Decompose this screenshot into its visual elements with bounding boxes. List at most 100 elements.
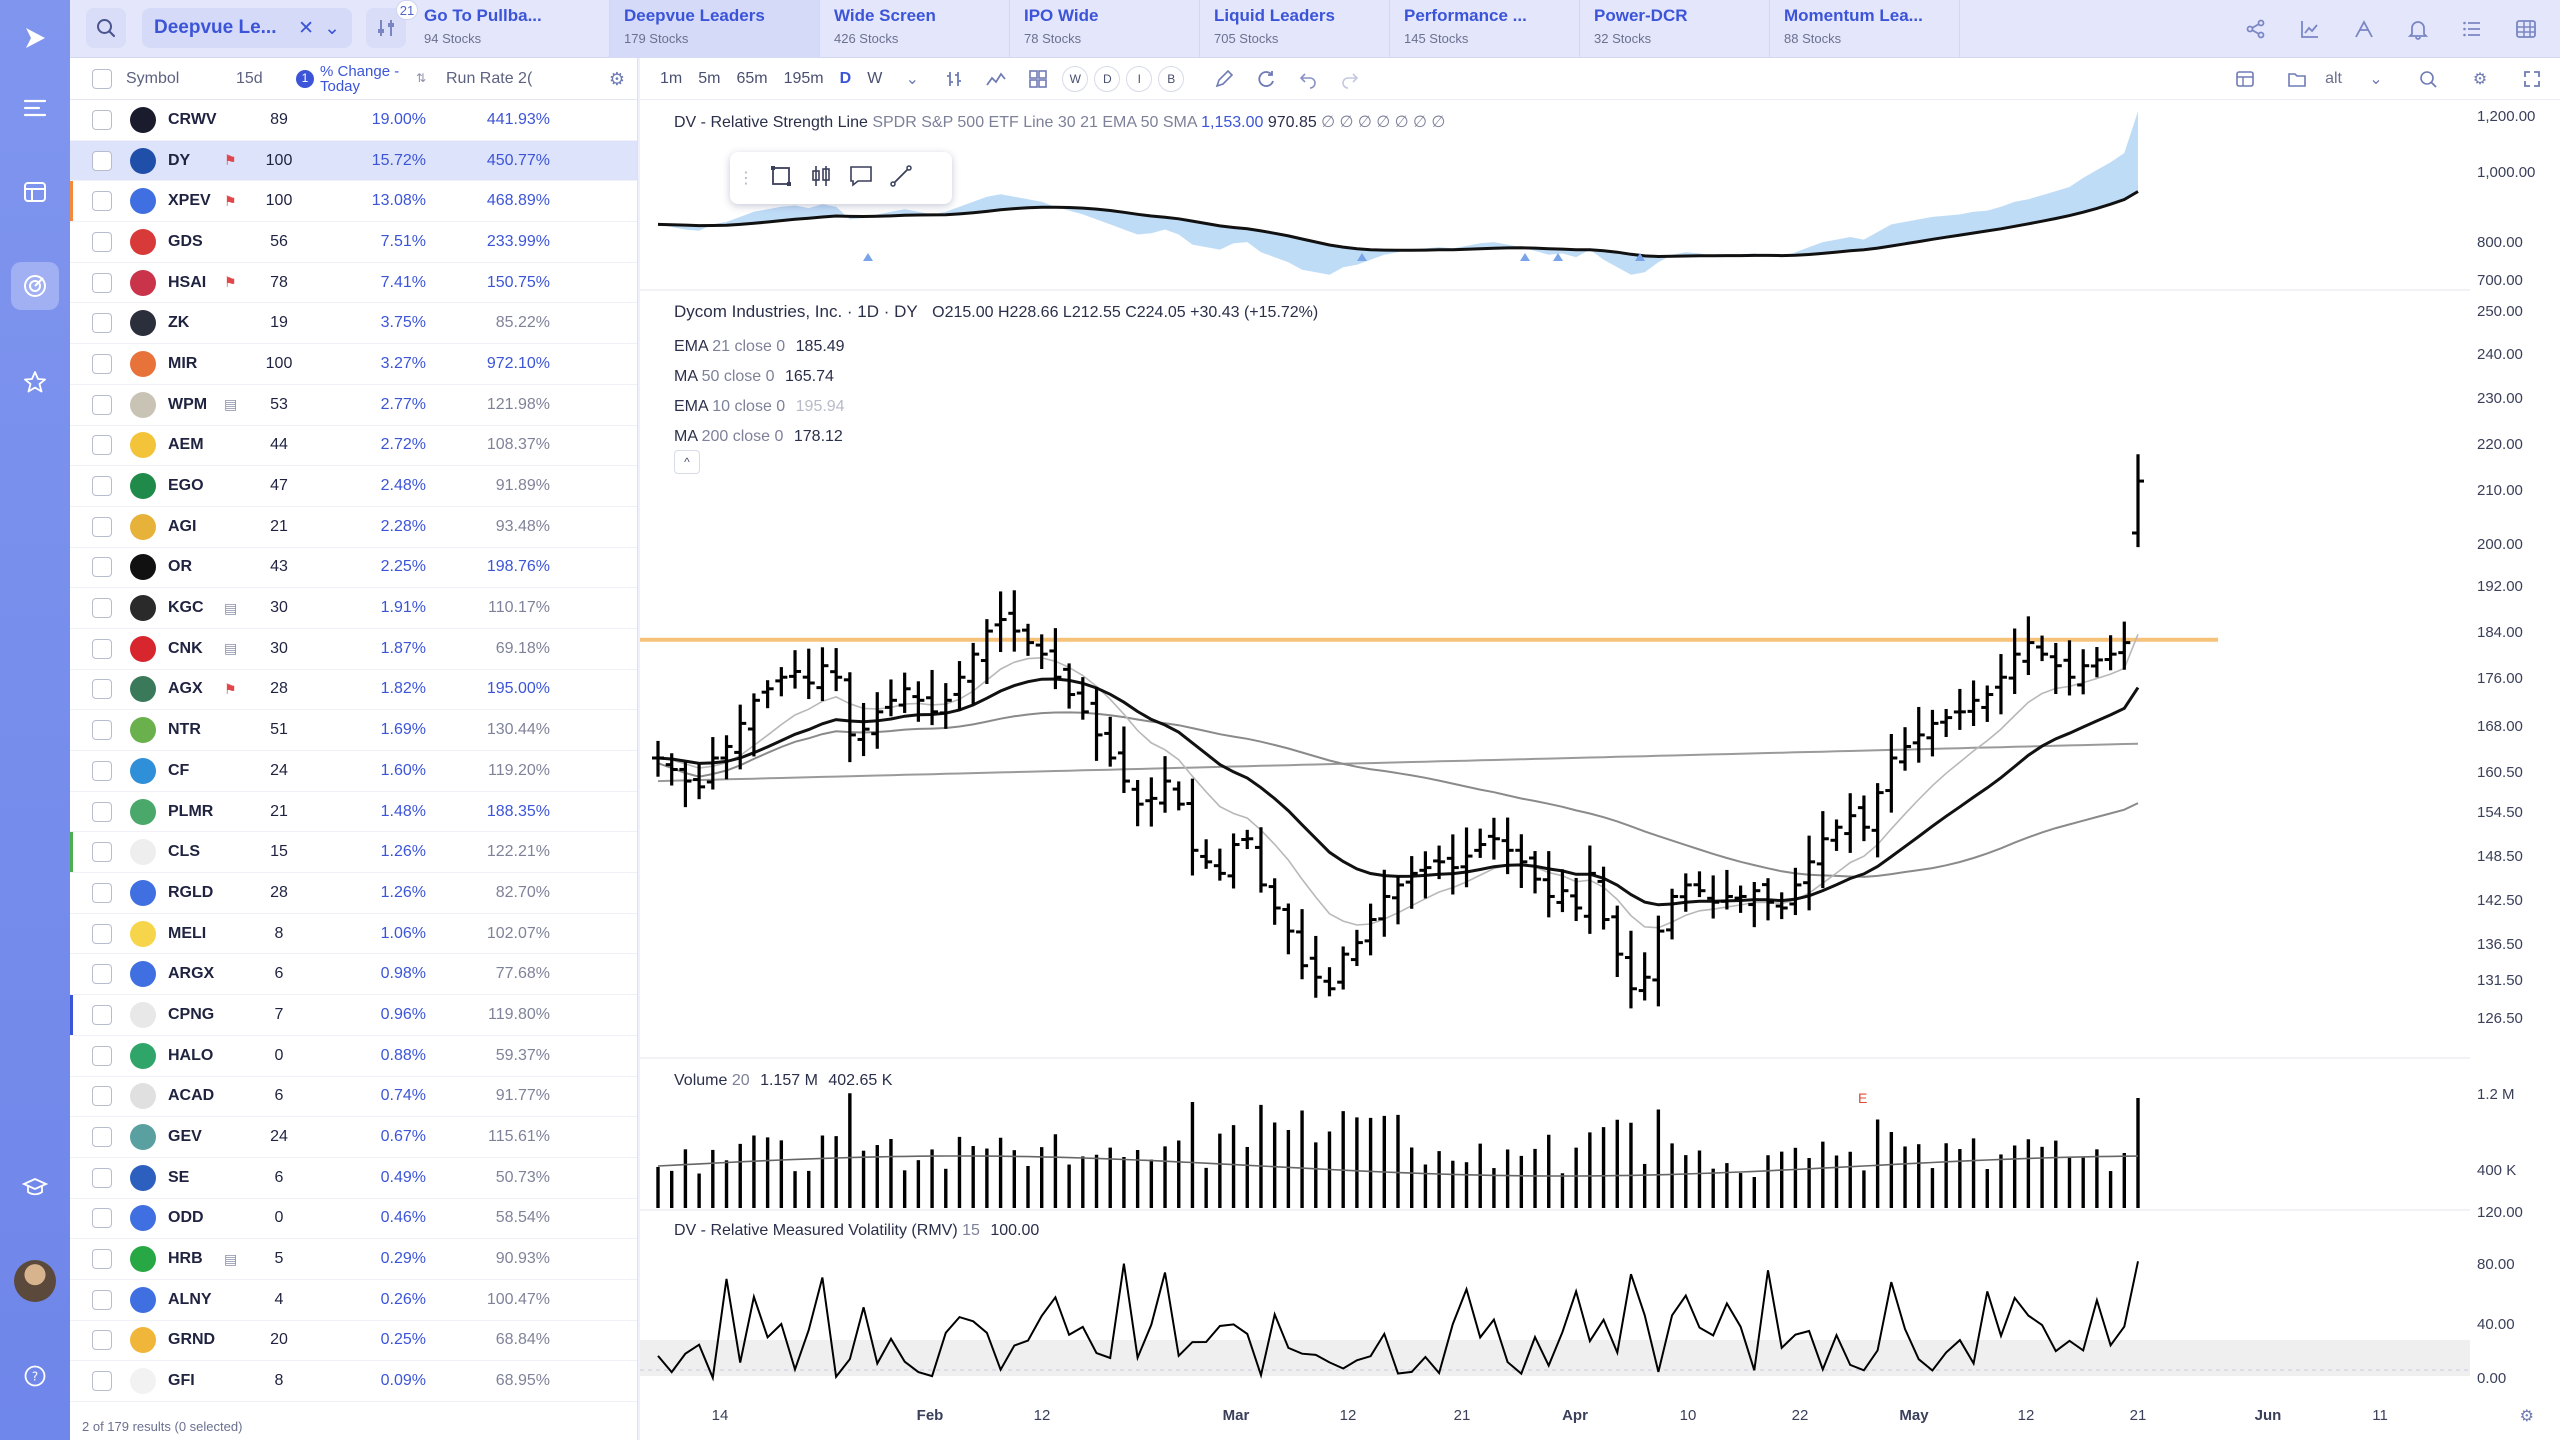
chevron-down-icon[interactable]: ⌄: [905, 70, 919, 88]
search-button[interactable]: [86, 8, 126, 48]
table-row[interactable]: DY ⚑ 100 15.72% 450.77%: [70, 140, 637, 182]
table-row[interactable]: EGO 47 2.48% 91.89%: [70, 466, 637, 507]
column-runrate[interactable]: Run Rate 2(: [446, 69, 533, 87]
period-pill-B[interactable]: B: [1158, 65, 1185, 92]
timeframe-65m[interactable]: 65m: [736, 69, 768, 87]
tab-4[interactable]: Liquid Leaders 705 Stocks: [1200, 0, 1390, 58]
note-icon[interactable]: ▤: [224, 640, 238, 657]
screenshot-icon[interactable]: [2227, 64, 2263, 94]
axis-settings-icon[interactable]: ⚙: [2519, 1408, 2534, 1425]
row-checkbox[interactable]: [92, 760, 112, 781]
row-checkbox[interactable]: [92, 1045, 112, 1066]
flag-icon[interactable]: ⚑: [224, 152, 237, 169]
folder-icon[interactable]: [2279, 64, 2315, 94]
note-icon[interactable]: ▤: [224, 599, 238, 616]
education-icon[interactable]: [11, 1163, 59, 1211]
table-row[interactable]: GDS 56 7.51% 233.99%: [70, 222, 637, 263]
row-checkbox[interactable]: [92, 1208, 112, 1229]
compare-icon[interactable]: [2344, 10, 2384, 48]
table-row[interactable]: GRND 20 0.25% 68.84%: [70, 1321, 637, 1362]
table-row[interactable]: AGX ⚑ 28 1.82% 195.00%: [70, 670, 637, 711]
column-15d[interactable]: 15d: [236, 69, 263, 87]
star-icon[interactable]: [11, 358, 59, 406]
ma-legend-3[interactable]: MA 200 close 0 178.12: [674, 428, 843, 446]
period-pill-W[interactable]: W: [1062, 65, 1089, 92]
bell-icon[interactable]: [2398, 10, 2438, 48]
chart-canvas[interactable]: [640, 58, 2560, 1440]
row-checkbox[interactable]: [92, 394, 112, 415]
candle-tool-icon[interactable]: [808, 163, 834, 194]
table-row[interactable]: ARGX 6 0.98% 77.68%: [70, 954, 637, 996]
timeframe-1m[interactable]: 1m: [660, 69, 683, 87]
table-row[interactable]: CNK ▤ 30 1.87% 69.18%: [70, 629, 637, 670]
table-row[interactable]: NTR 51 1.69% 130.44%: [70, 710, 637, 751]
flag-icon[interactable]: ⚑: [224, 192, 237, 209]
earnings-marker[interactable]: E: [1858, 1090, 1868, 1106]
row-checkbox[interactable]: [92, 191, 112, 212]
row-checkbox[interactable]: [92, 882, 112, 903]
ma-legend-1[interactable]: MA 50 close 0 165.74: [674, 368, 834, 386]
note-icon[interactable]: ▤: [224, 396, 238, 413]
table-row[interactable]: MIR 100 3.27% 972.10%: [70, 344, 637, 385]
row-checkbox[interactable]: [92, 150, 112, 171]
table-row[interactable]: OR 43 2.25% 198.76%: [70, 548, 637, 589]
timeframe-W[interactable]: W: [867, 69, 883, 87]
timeframe-5m[interactable]: 5m: [698, 69, 721, 87]
settings-icon[interactable]: ⚙: [2472, 71, 2488, 88]
fullscreen-icon[interactable]: [2514, 64, 2550, 94]
tab-0[interactable]: Go To Pullba... 94 Stocks: [410, 0, 610, 58]
table-row[interactable]: PLMR 21 1.48% 188.35%: [70, 792, 637, 833]
row-checkbox[interactable]: [92, 435, 112, 456]
table-row[interactable]: HALO 0 0.88% 59.37%: [70, 1036, 637, 1077]
table-row[interactable]: ZK 19 3.75% 85.22%: [70, 303, 637, 345]
templates-icon[interactable]: [1020, 64, 1056, 94]
ma-legend-2[interactable]: EMA 10 close 0 195.94: [674, 398, 845, 416]
table-row[interactable]: CPNG 7 0.96% 119.80%: [70, 995, 637, 1036]
row-checkbox[interactable]: [92, 964, 112, 985]
column-symbol[interactable]: Symbol: [126, 69, 180, 87]
row-checkbox[interactable]: [92, 272, 112, 293]
gear-icon[interactable]: ⚙: [608, 69, 625, 89]
column-change[interactable]: 1 % Change - Today ⇅: [296, 64, 426, 94]
pencil-icon[interactable]: [1206, 64, 1242, 94]
chevron-down-icon[interactable]: ⌄: [324, 17, 340, 39]
table-row[interactable]: XPEV ⚑ 100 13.08% 468.89%: [70, 181, 637, 223]
table-row[interactable]: AEM 44 2.72% 108.37%: [70, 426, 637, 467]
flag-icon[interactable]: ⚑: [224, 274, 237, 291]
row-checkbox[interactable]: [92, 557, 112, 578]
help-icon[interactable]: ?: [11, 1352, 59, 1400]
table-row[interactable]: RGLD 28 1.26% 82.70%: [70, 873, 637, 914]
ma-legend-0[interactable]: EMA 21 close 0 185.49: [674, 338, 845, 356]
timeframe-D[interactable]: D: [839, 69, 852, 87]
table-row[interactable]: HSAI ⚑ 78 7.41% 150.75%: [70, 263, 637, 304]
row-checkbox[interactable]: [92, 1249, 112, 1270]
bar-style-icon[interactable]: [936, 64, 972, 94]
table-row[interactable]: ACAD 6 0.74% 91.77%: [70, 1077, 637, 1118]
drag-handle-icon[interactable]: ⋮: [738, 170, 754, 187]
table-row[interactable]: GEV 24 0.67% 115.61%: [70, 1117, 637, 1158]
share-icon[interactable]: [2236, 10, 2276, 48]
note-tool-icon[interactable]: [848, 163, 874, 194]
row-checkbox[interactable]: [92, 1127, 112, 1148]
timeframe-195m[interactable]: 195m: [783, 69, 824, 87]
line-chart-icon[interactable]: [2290, 10, 2330, 48]
table-row[interactable]: MELI 8 1.06% 102.07%: [70, 914, 637, 955]
row-checkbox[interactable]: [92, 720, 112, 741]
row-checkbox[interactable]: [92, 313, 112, 334]
tab-2[interactable]: Wide Screen 426 Stocks: [820, 0, 1010, 58]
row-checkbox[interactable]: [92, 679, 112, 700]
undo-icon[interactable]: [1290, 64, 1326, 94]
row-checkbox[interactable]: [92, 1004, 112, 1025]
grid-layout-icon[interactable]: [2506, 10, 2546, 48]
trendline-tool-icon[interactable]: [888, 163, 914, 194]
note-icon[interactable]: ▤: [224, 1250, 238, 1267]
period-pill-I[interactable]: I: [1126, 65, 1153, 92]
sort-icon[interactable]: ⇅: [415, 71, 426, 85]
filter-button[interactable]: [366, 8, 406, 48]
user-avatar[interactable]: [14, 1260, 56, 1302]
row-checkbox[interactable]: [92, 598, 112, 619]
collapse-legend-button[interactable]: ^: [674, 450, 700, 474]
watchlist-selector[interactable]: Deepvue Le... ✕ ⌄: [142, 8, 352, 48]
list-icon[interactable]: [2452, 10, 2492, 48]
row-checkbox[interactable]: [92, 1167, 112, 1188]
